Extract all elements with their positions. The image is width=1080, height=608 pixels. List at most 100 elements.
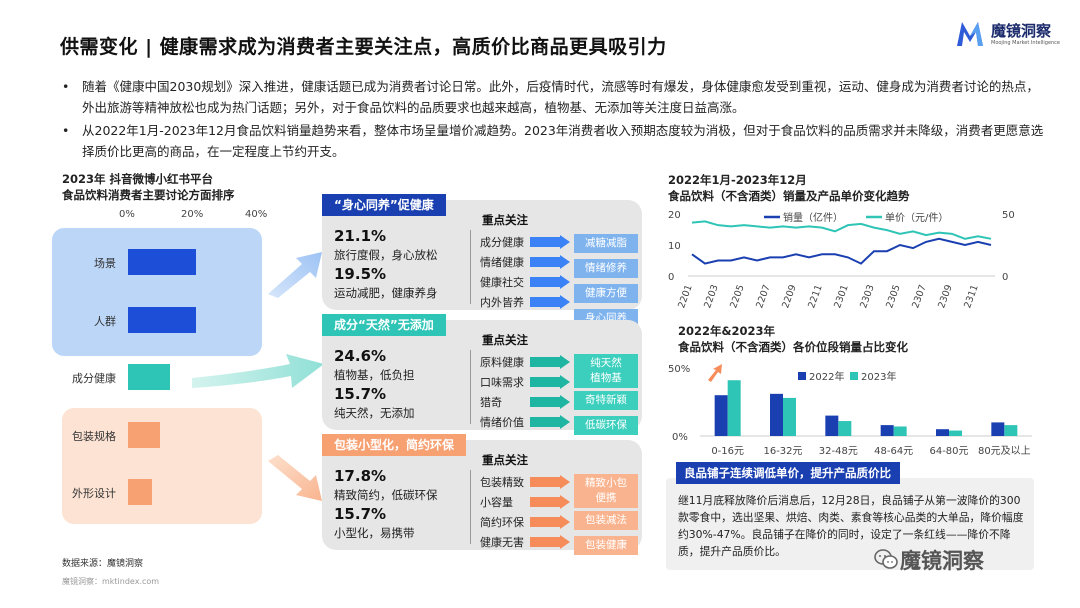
x-tick-label: 2303 bbox=[858, 283, 877, 309]
x-tick-label: 2209 bbox=[780, 283, 799, 309]
stat-value: 15.7% bbox=[334, 505, 387, 523]
panel-divider bbox=[470, 350, 471, 424]
x-tick-label: 20% bbox=[181, 209, 204, 220]
focus-item-label: 健康无害 bbox=[480, 536, 524, 549]
line-chart-title-line2: 食品饮料（不含酒类）销量及产品单价变化趋势 bbox=[668, 189, 910, 203]
x-tick-label: 2211 bbox=[806, 283, 825, 309]
focus-arrow-icon bbox=[530, 535, 570, 549]
legend-swatch bbox=[798, 372, 806, 380]
panel-title: 成分“天然”无添加 bbox=[322, 314, 446, 336]
y-left-tick-label: 10 bbox=[668, 241, 681, 252]
stat-label: 纯天然，无添加 bbox=[334, 406, 415, 420]
focus-item-label: 猎奇 bbox=[480, 396, 502, 409]
focus-tag: 奇特新颖 bbox=[574, 391, 638, 410]
bar-chart-title-line2: 食品饮料（不含酒类）各价位段销量占比变化 bbox=[678, 340, 908, 354]
bar-category-label: 人群 bbox=[94, 315, 116, 328]
x-tick-label: 32-48元 bbox=[819, 446, 858, 457]
y-right-tick-label: 50 bbox=[1002, 210, 1015, 221]
stat-label: 小型化，易携带 bbox=[334, 526, 415, 540]
x-tick-label: 80元及以上 bbox=[978, 445, 1031, 457]
focus-tag: 纯天然 植物基 bbox=[574, 354, 638, 388]
x-tick-label: 2311 bbox=[962, 283, 981, 309]
focus-item-label: 原料健康 bbox=[480, 356, 524, 369]
bar-mark bbox=[128, 249, 196, 275]
group-bg-orange bbox=[62, 408, 262, 524]
bar-mark bbox=[714, 395, 728, 436]
panel-divider bbox=[470, 470, 471, 544]
focus-arrow-icon bbox=[530, 375, 570, 389]
left-chart-title: 2023年 抖音微博小红书平台 食品饮料消费者主要讨论方面排序 bbox=[62, 171, 235, 203]
big-arrow-icon bbox=[192, 354, 324, 388]
focus-item-label: 小容量 bbox=[480, 496, 513, 509]
stat-value: 21.1% bbox=[334, 227, 387, 245]
legend-label: 单价（元/件） bbox=[885, 212, 948, 224]
data-source: 数据来源：魔镜洞察 bbox=[62, 559, 144, 569]
x-tick-label: 40% bbox=[245, 209, 268, 220]
stat-value: 15.7% bbox=[334, 385, 387, 403]
focus-arrow-icon bbox=[530, 275, 570, 289]
series-line bbox=[691, 237, 992, 265]
logo-mark-icon bbox=[957, 22, 983, 46]
callout-heading: 良品铺子连续调低单价，提升产品质价比 bbox=[676, 462, 900, 484]
panel-title: “身心同养”促健康 bbox=[322, 194, 446, 216]
bar-mark bbox=[128, 422, 161, 448]
bar-mark bbox=[893, 426, 907, 436]
line-chart-title-line1: 2022年1月-2023年12月 bbox=[668, 173, 807, 187]
focus-item-label: 内外皆养 bbox=[480, 296, 524, 309]
x-tick-label: 64-80元 bbox=[929, 446, 968, 457]
focus-tag: 低碳环保 bbox=[574, 416, 638, 435]
bar-mark bbox=[770, 393, 783, 436]
y-left-tick-label: 20 bbox=[668, 210, 681, 221]
watermark: 魔镜洞察 bbox=[900, 549, 984, 573]
x-tick-label: 2309 bbox=[936, 283, 955, 309]
brand-logo: 魔镜洞察 Moojing Market Intelligence bbox=[955, 18, 1065, 52]
bar-mark bbox=[128, 364, 170, 390]
panel-divider bbox=[470, 230, 471, 304]
focus-tag: 包装健康 bbox=[574, 536, 638, 555]
stat-value: 19.5% bbox=[334, 265, 387, 283]
focus-tag: 精致小包 便携 bbox=[574, 474, 638, 508]
bar-mark bbox=[880, 425, 894, 436]
focus-title: 重点关注 bbox=[482, 333, 528, 347]
bar-mark bbox=[1004, 425, 1018, 436]
legend-label: 销量（亿件） bbox=[783, 211, 843, 224]
x-tick-label: 2207 bbox=[754, 283, 773, 309]
focus-arrow-icon bbox=[530, 235, 570, 249]
bullet-dot: • bbox=[62, 79, 70, 94]
bullet-paragraph: • 随着《健康中国2030规划》深入推进，健康话题已成为消费者讨论日常。此外，后… bbox=[62, 76, 1047, 118]
x-tick-label: 2203 bbox=[702, 283, 721, 309]
y-tick-label: 50% bbox=[668, 364, 690, 375]
bullet-text: 从2022年1月-2023年12月食品饮料销量趋势来看，整体市场呈量增价减趋势。… bbox=[82, 123, 1044, 159]
bar-mark bbox=[838, 421, 852, 436]
bar-mark bbox=[949, 430, 962, 436]
focus-tag: 情绪修养 bbox=[574, 259, 638, 278]
group-bg-blue bbox=[52, 228, 262, 356]
page-title: 供需变化 | 健康需求成为消费者主要关注点，高质价比商品更具吸引力 bbox=[60, 36, 667, 58]
focus-item-label: 健康社交 bbox=[480, 276, 524, 289]
logo-name: 魔镜洞察 bbox=[991, 22, 1052, 40]
focus-arrow-icon bbox=[530, 295, 570, 309]
price-bar-chart: 50% 0% 2022年 2023年 0-16元 16-32元 32-48元 48-64元 64… bbox=[668, 364, 1032, 457]
legend-swatch bbox=[850, 372, 858, 380]
bar-mark bbox=[128, 479, 153, 505]
x-tick-label: 2307 bbox=[910, 283, 929, 309]
focus-tag: 包装减法 bbox=[574, 511, 638, 530]
focus-arrow-icon bbox=[530, 515, 570, 529]
focus-title: 重点关注 bbox=[482, 213, 528, 227]
bullet-text: 随着《健康中国2030规划》深入推进，健康话题已成为消费者讨论日常。此外，后疫情… bbox=[82, 79, 1039, 115]
left-chart-title-line2: 食品饮料消费者主要讨论方面排序 bbox=[62, 188, 235, 202]
logo-subtitle: Moojing Market Intelligence bbox=[991, 40, 1061, 46]
x-tick-label: 16-32元 bbox=[763, 446, 802, 457]
focus-arrow-icon bbox=[530, 495, 570, 509]
bar-mark bbox=[727, 380, 741, 436]
bar-chart-title: 2022年&2023年 食品饮料（不含酒类）各价位段销量占比变化 bbox=[678, 323, 908, 355]
focus-tag: 减糖减脂 bbox=[574, 234, 638, 253]
bar-category-label: 成分健康 bbox=[72, 372, 116, 385]
focus-tag: 健康方便 bbox=[574, 284, 638, 303]
y-tick-label: 0% bbox=[672, 432, 688, 443]
focus-item-label: 情绪价值 bbox=[480, 416, 524, 429]
bar-category-label: 场景 bbox=[94, 257, 116, 270]
panel-title: 包装小型化，简约环保 bbox=[322, 434, 467, 456]
bar-chart-title-line1: 2022年&2023年 bbox=[678, 324, 776, 338]
